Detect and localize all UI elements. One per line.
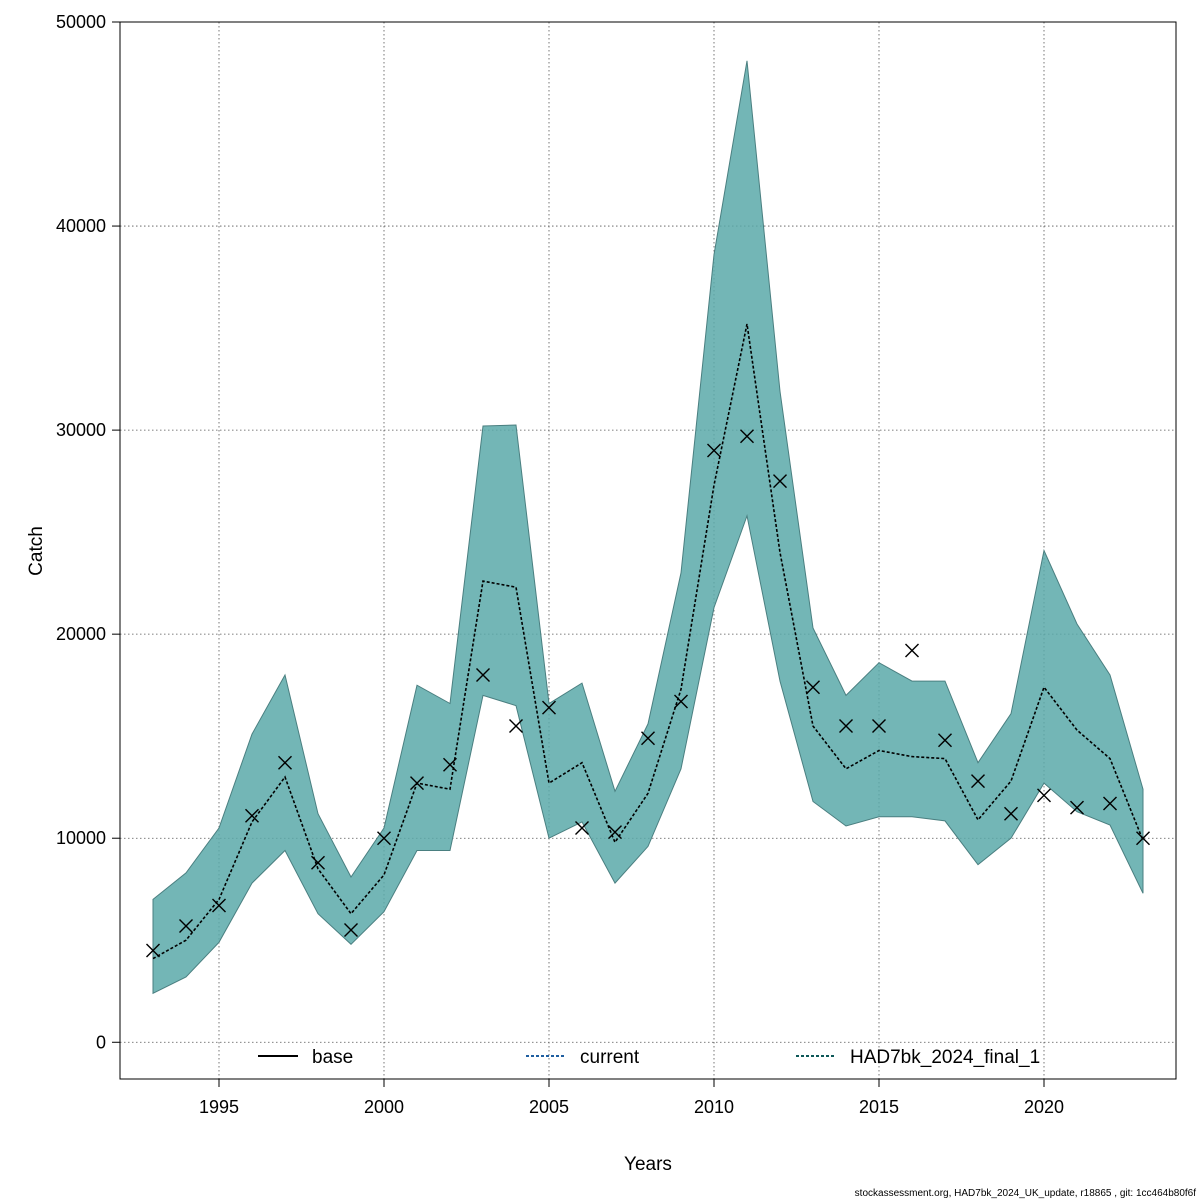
observed-point [707, 443, 721, 458]
observed-point [509, 718, 523, 733]
observed-point [872, 718, 886, 733]
observed-point-stroke [212, 898, 226, 913]
observed-point [344, 923, 358, 938]
observed-point-stroke [509, 718, 523, 733]
observed-point-stroke [1103, 796, 1117, 811]
observed-point [1037, 788, 1051, 803]
observed-point [443, 757, 457, 772]
observed-point-stroke [476, 667, 490, 682]
y-tick-label: 30000 [56, 420, 106, 440]
observed-point-stroke [410, 776, 424, 791]
x-axis-title: Years [624, 1154, 672, 1175]
observed-point-stroke [608, 825, 622, 840]
observed-point-stroke [377, 831, 391, 846]
observed-point-stroke [806, 680, 820, 695]
observed-point [773, 474, 787, 489]
observed-point-stroke [245, 808, 259, 823]
y-tick-label: 20000 [56, 624, 106, 644]
observed-point [575, 821, 589, 836]
observed-point [1004, 806, 1018, 821]
x-tick-label: 2000 [364, 1097, 404, 1117]
x-tick-label: 2005 [529, 1097, 569, 1117]
observed-point-stroke [311, 855, 325, 870]
y-tick-label: 50000 [56, 12, 106, 32]
legend: base current HAD7bk_2024_final_1 [258, 1047, 1040, 1068]
observed-point [608, 825, 622, 840]
series-lines [152, 323, 1144, 960]
observed-point-stroke [707, 443, 721, 458]
legend-label: current [580, 1047, 640, 1068]
x-tick-label: 2015 [859, 1097, 899, 1117]
plot-frame [119, 21, 1177, 1080]
observed-point-stroke [641, 731, 655, 746]
observed-point [938, 733, 952, 748]
observed-point [905, 643, 919, 658]
observed-point [1103, 796, 1117, 811]
observed-point-stroke [872, 718, 886, 733]
confidence-band [152, 60, 1144, 995]
confidence-band-area [152, 60, 1144, 995]
legend-label: base [312, 1047, 353, 1068]
observed-point-stroke [773, 474, 787, 489]
observed-point-stroke [179, 918, 193, 933]
footer-note: stockassessment.org, HAD7bk_2024_UK_upda… [855, 1188, 1197, 1199]
observed-point [674, 694, 688, 709]
observed-point-stroke [674, 694, 688, 709]
observed-point [641, 731, 655, 746]
observed-point-stroke [575, 821, 589, 836]
observed-point-stroke [443, 757, 457, 772]
observed-point [179, 918, 193, 933]
observed-point-stroke [278, 755, 292, 770]
y-axis: 0 10000 20000 30000 40000 50000 [56, 12, 120, 1052]
observed-point [245, 808, 259, 823]
observed-point-stroke [542, 700, 556, 715]
observed-point-stroke [1004, 806, 1018, 821]
legend-label: HAD7bk_2024_final_1 [850, 1047, 1040, 1068]
x-tick-label: 2020 [1024, 1097, 1064, 1117]
observed-point [212, 898, 226, 913]
observed-point [377, 831, 391, 846]
observed-point [740, 429, 754, 444]
series-line [152, 323, 1144, 960]
observed-point [542, 700, 556, 715]
observed-point-stroke [1136, 831, 1150, 846]
observed-point-stroke [1037, 788, 1051, 803]
observed-point [476, 667, 490, 682]
x-tick-label: 1995 [199, 1097, 239, 1117]
observed-point-stroke [344, 923, 358, 938]
x-axis: 1995 2000 2005 2010 2015 2020 [199, 1079, 1064, 1117]
y-tick-label: 10000 [56, 828, 106, 848]
x-tick-label: 2010 [694, 1097, 734, 1117]
observed-point-stroke [971, 774, 985, 789]
observed-point-stroke [839, 718, 853, 733]
observed-point [1070, 800, 1084, 815]
observed-point-stroke [146, 943, 160, 958]
observed-point-stroke [905, 643, 919, 658]
observed-point [1136, 831, 1150, 846]
observed-point [410, 776, 424, 791]
observed-point [971, 774, 985, 789]
observed-point [839, 718, 853, 733]
observed-point [146, 943, 160, 958]
y-tick-label: 0 [96, 1032, 106, 1052]
observed-point [806, 680, 820, 695]
observed-point-stroke [938, 733, 952, 748]
observed-point [311, 855, 325, 870]
y-axis-title: Catch [26, 526, 47, 576]
y-tick-label: 40000 [56, 216, 106, 236]
observed-point [278, 755, 292, 770]
observed-markers [146, 429, 1150, 958]
observed-point-stroke [740, 429, 754, 444]
observed-point-stroke [1070, 800, 1084, 815]
